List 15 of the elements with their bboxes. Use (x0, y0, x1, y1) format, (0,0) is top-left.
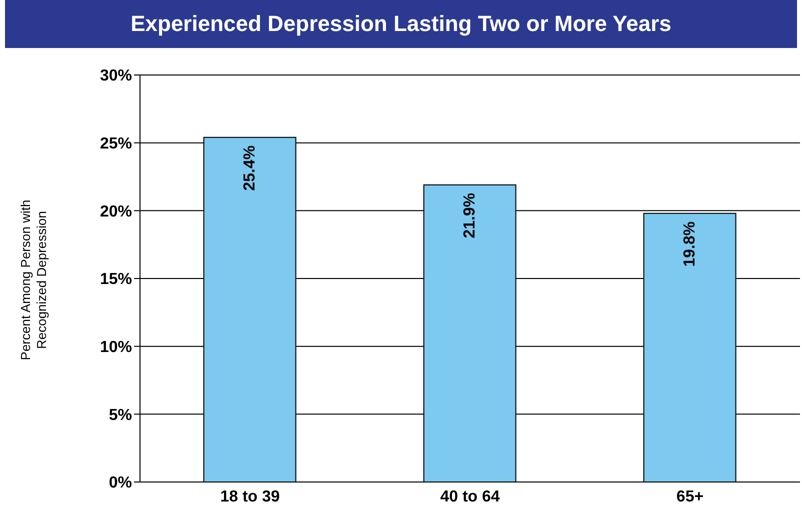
y-tick-label: 0% (108, 474, 132, 492)
x-tick-label: 65+ (676, 488, 704, 506)
x-tick-label: 40 to 64 (440, 488, 500, 506)
data-label: 25.4% (241, 145, 258, 191)
data-label: 21.9% (461, 192, 478, 238)
y-tick-label: 20% (100, 203, 132, 220)
y-tick-label: 15% (100, 271, 132, 288)
y-tick-label: 30% (100, 68, 132, 85)
x-tick-label: 18 to 39 (220, 488, 280, 506)
data-label: 19.8% (681, 221, 698, 267)
y-tick-label: 10% (100, 339, 132, 356)
y-axis-title: Percent Among Person with Recognized Depression (17, 198, 50, 362)
y-tick-label: 25% (100, 136, 132, 153)
chart-title: Experienced Depression Lasting Two or More Years (5, 0, 797, 48)
y-tick-label: 5% (108, 406, 132, 424)
